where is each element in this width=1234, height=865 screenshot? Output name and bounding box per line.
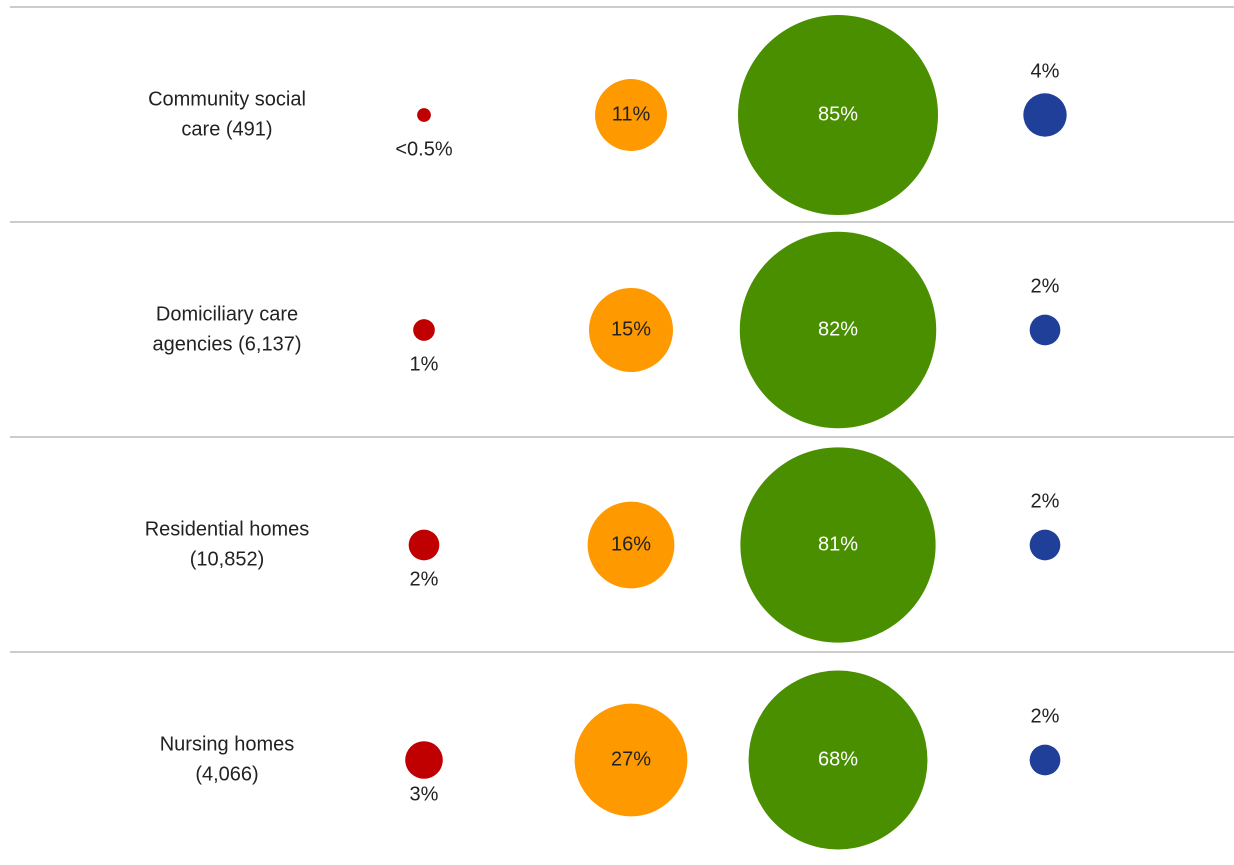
bubble [417, 108, 431, 122]
bubble-label: 4% [1031, 60, 1060, 82]
bubble-label: <0.5% [395, 138, 452, 160]
bubble-label: 68% [818, 748, 858, 770]
bubble [595, 79, 667, 151]
bubble [1029, 314, 1061, 346]
bubble-label: 2% [1031, 275, 1060, 297]
bubble [738, 15, 938, 215]
bubble [588, 287, 674, 373]
bubble-label: 2% [410, 568, 439, 590]
bubble [740, 447, 936, 643]
row-label: agencies (6,137) [153, 333, 302, 355]
bubble-label: 85% [818, 103, 858, 125]
bubble [739, 231, 937, 429]
bubble [587, 501, 675, 589]
row-label: (10,852) [190, 548, 265, 570]
bubble [574, 703, 688, 817]
bubble-label: 11% [612, 103, 651, 125]
bubble [1029, 529, 1061, 561]
bubble-label: 81% [818, 533, 858, 555]
row-label: (4,066) [195, 763, 258, 785]
bubble-label: 16% [611, 533, 651, 555]
row-label: Nursing homes [160, 733, 295, 755]
bubble-label: 1% [410, 353, 439, 375]
bubble [748, 670, 928, 850]
bubble [1029, 744, 1061, 776]
bubble-label: 3% [410, 783, 439, 805]
row-label: Residential homes [145, 518, 310, 540]
bubble-label: 15% [611, 318, 651, 340]
row-label: care (491) [181, 118, 272, 140]
row-label: Domiciliary care [156, 303, 298, 325]
bubble [405, 741, 443, 779]
bubble-label: 2% [1031, 705, 1060, 727]
bubble-label: 82% [818, 318, 858, 340]
row-label: Community social [148, 88, 306, 110]
bubble [1023, 93, 1067, 137]
bubble [413, 319, 435, 341]
bubble [408, 529, 440, 561]
bubble-label: 27% [611, 748, 651, 770]
bubble-label: 2% [1031, 490, 1060, 512]
